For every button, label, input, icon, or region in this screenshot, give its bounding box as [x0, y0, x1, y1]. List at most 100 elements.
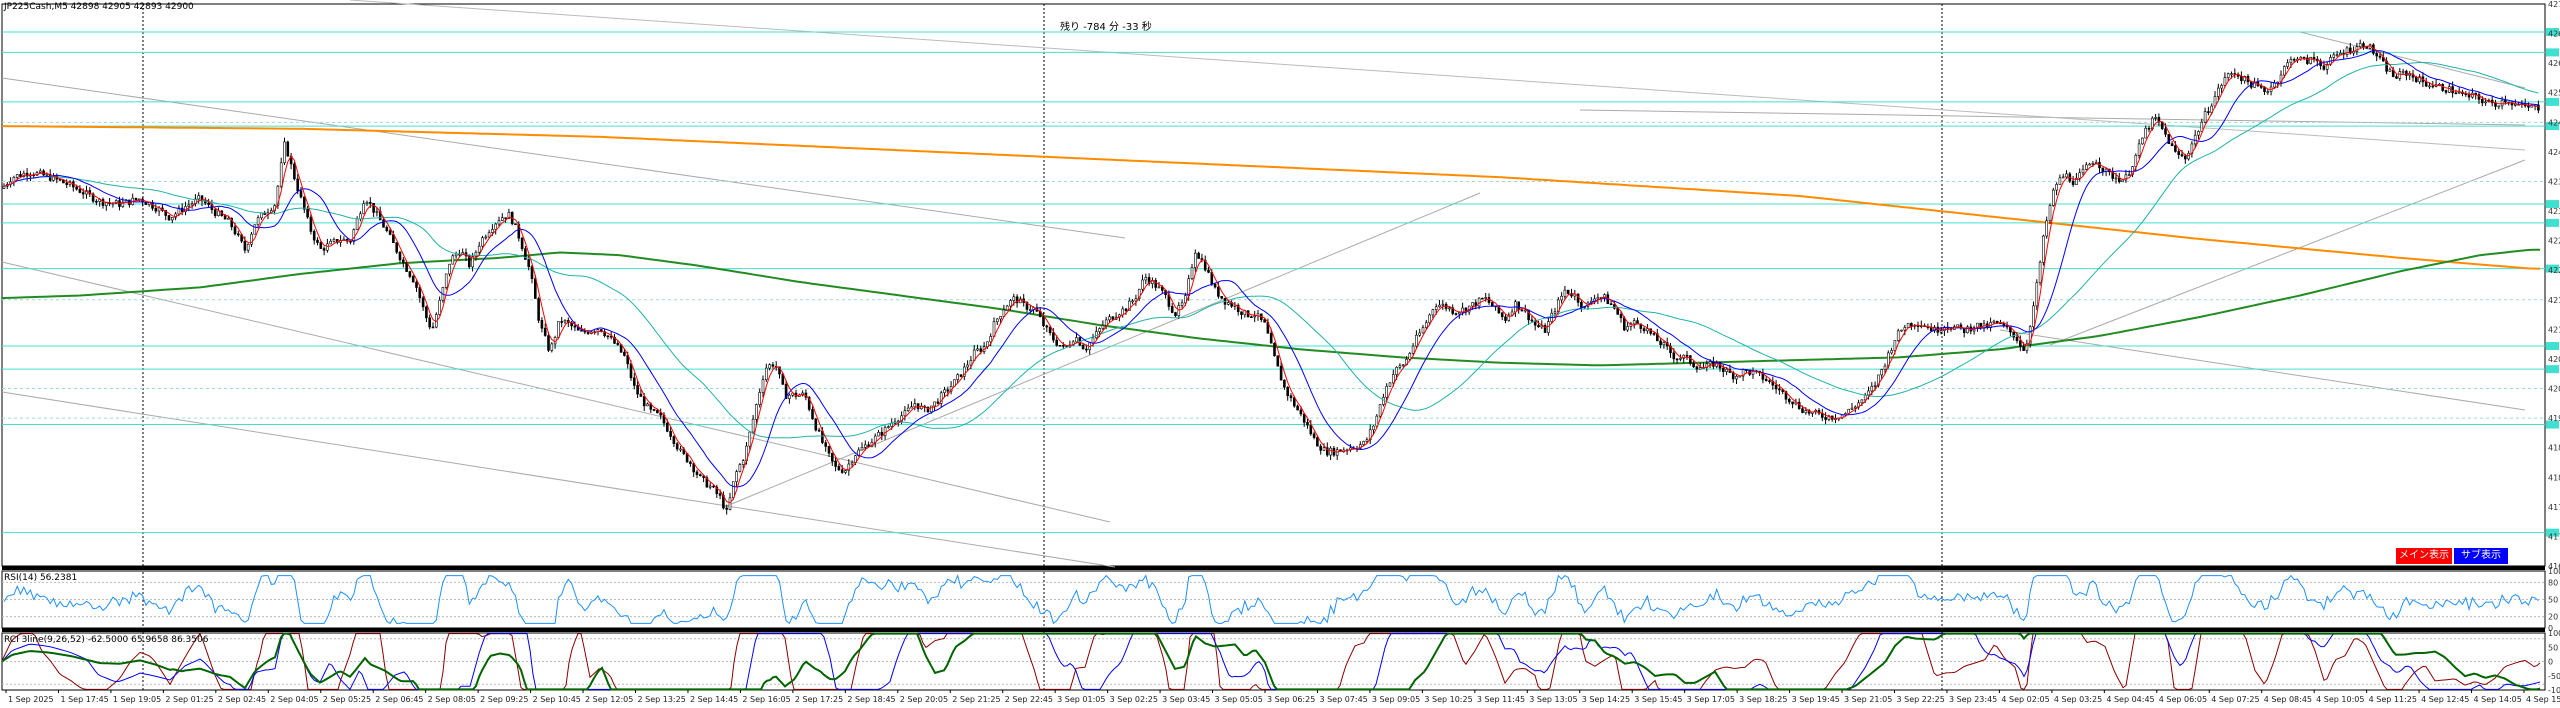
candle-body	[332, 239, 336, 242]
candle-body	[487, 232, 491, 238]
candle-body	[2164, 128, 2167, 135]
candle-body	[134, 197, 138, 201]
time-tick-label: 4 Sep 11:25	[2369, 695, 2417, 704]
candle-body	[606, 335, 610, 338]
price-tick-label: 41727	[2548, 532, 2560, 541]
candle-body	[2220, 85, 2223, 89]
candle-body	[1623, 317, 1626, 331]
candle-body	[840, 469, 844, 473]
price-level-tag	[2546, 342, 2559, 351]
candle-body	[1190, 267, 1194, 279]
candle-body	[1411, 345, 1415, 354]
candle-body	[1520, 309, 1524, 312]
candle-body	[698, 474, 702, 477]
candle-body	[1124, 308, 1128, 311]
candle-body	[1269, 332, 1273, 344]
candle-body	[1428, 314, 1431, 324]
candle-body	[1906, 322, 1910, 328]
candle-body	[438, 299, 441, 315]
candle-body	[2358, 43, 2362, 48]
candle-body	[728, 497, 732, 510]
candle-body	[1144, 277, 1148, 281]
time-tick-label: 1 Sep 2025	[8, 695, 54, 704]
candle-body	[1141, 279, 1144, 290]
sub-display-button[interactable]: サブ表示	[2454, 548, 2508, 564]
time-tick-label: 2 Sep 13:25	[638, 695, 686, 704]
time-tick-label: 2 Sep 04:05	[270, 695, 318, 704]
candle-body	[1029, 309, 1032, 311]
candle-body	[187, 204, 191, 207]
rci-tick-label: 100	[2548, 629, 2560, 638]
time-tick-label: 2 Sep 06:45	[375, 695, 423, 704]
candle-body	[1510, 311, 1514, 316]
candle-body	[1992, 320, 1996, 323]
candle-body	[1388, 382, 1392, 387]
candle-body	[2428, 85, 2431, 88]
candle-body	[946, 389, 950, 392]
candle-body	[1692, 363, 1695, 368]
candle-body	[1362, 441, 1365, 445]
candle-body	[672, 436, 676, 445]
candle-body	[444, 273, 448, 288]
candle-body	[1157, 286, 1161, 289]
candle-body	[976, 348, 979, 351]
candle-body	[1147, 277, 1151, 284]
candle-body	[319, 242, 323, 249]
time-tick-label: 4 Sep 02:05	[2001, 695, 2049, 704]
candle-body	[1896, 330, 1900, 341]
candle-body	[1197, 252, 1200, 259]
candle-body	[2012, 331, 2015, 338]
candle-body	[2431, 85, 2435, 88]
time-tick-label: 2 Sep 21:25	[952, 695, 1000, 704]
price-tick-label: 41837	[2548, 473, 2560, 482]
candle-body	[1540, 325, 1544, 328]
time-tick-label: 3 Sep 01:05	[1057, 695, 1105, 704]
candle-body	[560, 321, 564, 323]
candle-body	[910, 406, 913, 409]
candle-body	[2444, 90, 2448, 93]
candle-body	[1240, 311, 1243, 315]
candle-body	[1507, 314, 1511, 321]
time-tick-label: 3 Sep 11:45	[1477, 695, 1525, 704]
candle-body	[824, 442, 828, 447]
price-tick-label: 42552	[2548, 89, 2560, 98]
candle-body	[1104, 319, 1108, 326]
candle-body	[2332, 54, 2336, 58]
rci-tick-label: 0	[2548, 658, 2553, 667]
candle-body	[2415, 77, 2418, 83]
candle-body	[1015, 296, 1019, 304]
candle-body	[2375, 53, 2378, 57]
candle-body	[2481, 99, 2484, 104]
candle-body	[2025, 343, 2029, 351]
price-level-tag	[2546, 365, 2559, 374]
candle-body	[2388, 69, 2392, 72]
candle-body	[817, 429, 821, 432]
price-level-tag	[2546, 420, 2559, 429]
candle-body	[563, 320, 567, 323]
time-tick-label: 2 Sep 20:05	[900, 695, 948, 704]
candle-body	[2401, 70, 2405, 73]
trend-line	[1999, 329, 2526, 411]
price-level-tag	[2546, 528, 2559, 537]
candle-body	[524, 248, 527, 260]
candle-body	[1137, 288, 1141, 299]
candle-body	[811, 409, 814, 420]
candle-body	[372, 202, 375, 213]
candle-body	[540, 320, 544, 329]
candle-body	[1392, 374, 1395, 384]
time-tick-label: 3 Sep 14:25	[1582, 695, 1630, 704]
candle-body	[1903, 327, 1907, 331]
candle-body	[78, 188, 82, 193]
candle-body	[2137, 143, 2141, 156]
candle-body	[504, 217, 507, 220]
candle-body	[2121, 179, 2124, 183]
main-display-button[interactable]: メイン表示	[2396, 548, 2452, 564]
candle-body	[309, 216, 313, 232]
candle-body	[669, 431, 672, 437]
ma-fast-line	[3, 45, 2539, 504]
candle-body	[1543, 325, 1547, 333]
time-tick-label: 3 Sep 02:25	[1110, 695, 1158, 704]
candle-body	[2283, 66, 2286, 76]
candle-body	[2019, 340, 2022, 347]
candle-body	[708, 485, 712, 488]
